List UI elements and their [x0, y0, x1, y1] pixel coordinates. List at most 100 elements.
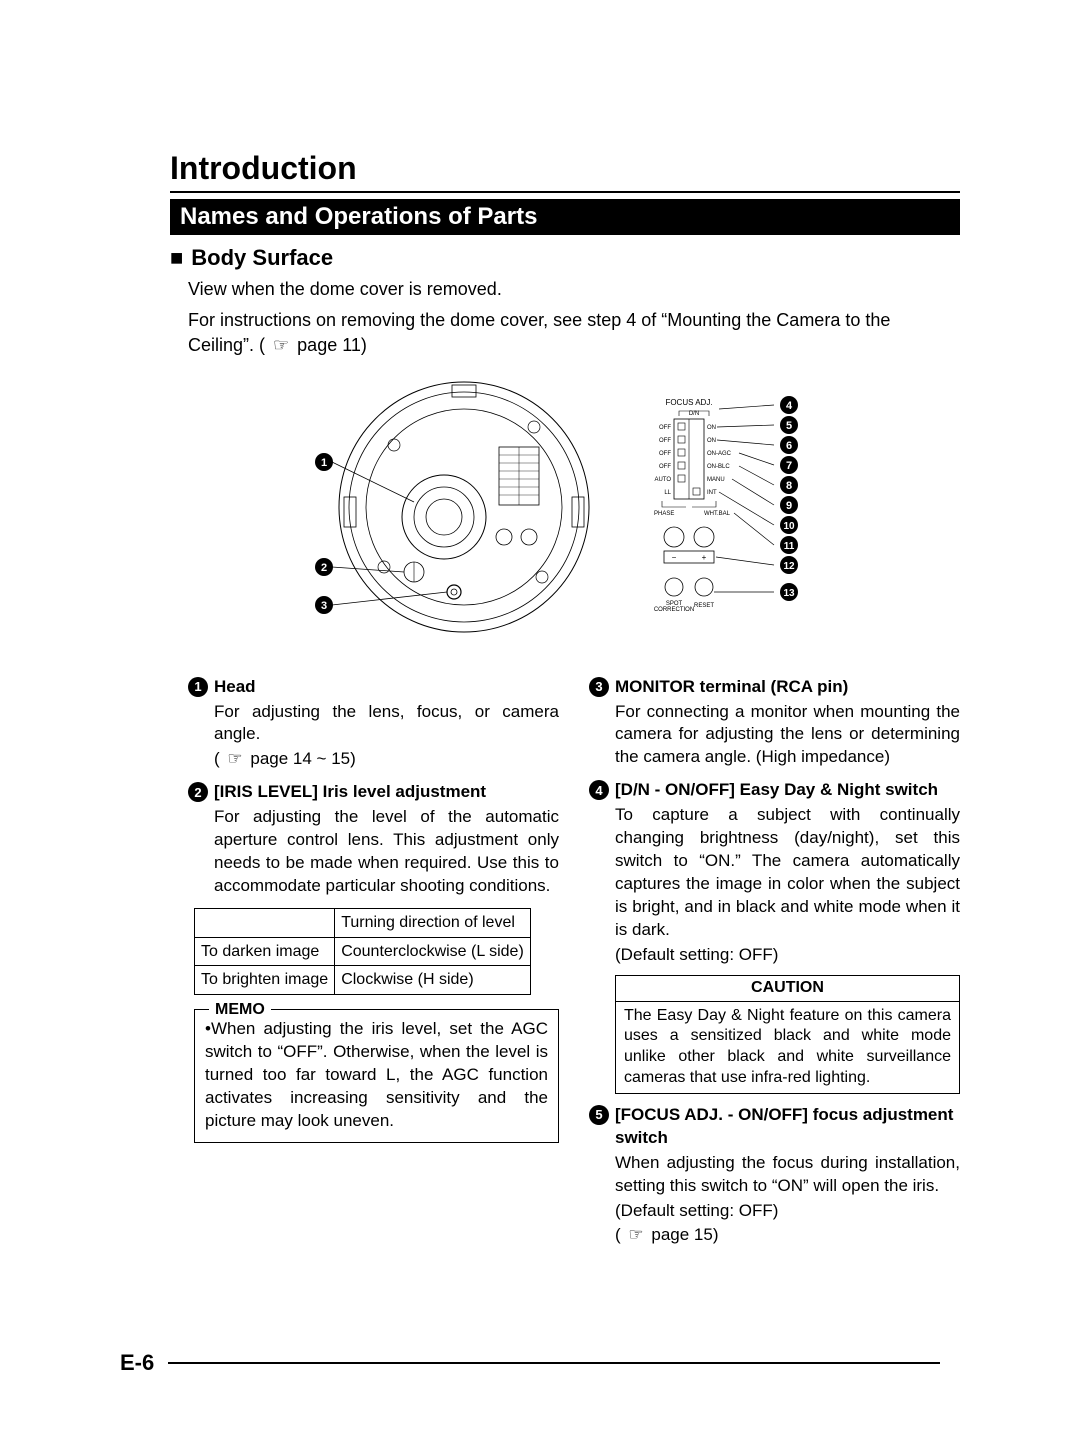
callout-10: 10 [780, 516, 798, 534]
item-2-title: [IRIS LEVEL] Iris level adjustment [214, 781, 486, 804]
table-row: To darken image Counterclockwise (L side… [195, 937, 531, 966]
badge-1: 1 [188, 677, 208, 697]
page-number: E-6 [120, 1350, 154, 1376]
badge-5: 5 [589, 1105, 609, 1125]
badge-4: 4 [589, 780, 609, 800]
left-column: 1 Head For adjusting the lens, focus, or… [188, 666, 559, 1248]
item-5-title: [FOCUS ADJ. - ON/OFF] focus adjustment s… [615, 1104, 960, 1150]
svg-text:4: 4 [786, 400, 793, 412]
badge-3: 3 [589, 677, 609, 697]
item-4-head: 4 [D/N - ON/OFF] Easy Day & Night switch [589, 779, 960, 802]
item-1-ref-text: page 14 ~ 15) [246, 749, 356, 768]
svg-text:OFF: OFF [659, 451, 671, 457]
td: Clockwise (H side) [335, 966, 531, 995]
table-row: Turning direction of level [195, 909, 531, 938]
svg-text:9: 9 [786, 500, 792, 512]
svg-text:ON-AGC: ON-AGC [707, 451, 732, 457]
item-1-head: 1 Head [188, 676, 559, 699]
callout-3: 3 [315, 596, 333, 614]
item-4-title: [D/N - ON/OFF] Easy Day & Night switch [615, 779, 938, 802]
svg-text:7: 7 [786, 460, 792, 472]
item-1-title: Head [214, 676, 256, 699]
callout-7: 7 [780, 456, 798, 474]
item-2-body: For adjusting the level of the automatic… [214, 806, 559, 898]
svg-text:OFF: OFF [659, 438, 671, 444]
svg-text:+: + [702, 553, 707, 562]
iris-level-table: Turning direction of level To darken ima… [194, 908, 531, 995]
memo-text: When adjusting the iris level, set the A… [205, 1018, 548, 1133]
callout-9: 9 [780, 496, 798, 514]
svg-text:AUTO: AUTO [654, 477, 671, 483]
subsection-title: Body Surface [170, 245, 960, 271]
svg-text:8: 8 [786, 480, 792, 492]
callout-2: 2 [315, 558, 333, 576]
chapter-title: Introduction [170, 150, 960, 193]
footer-rule [168, 1362, 940, 1364]
svg-text:ON-BLC: ON-BLC [707, 464, 730, 470]
svg-text:OFF: OFF [659, 425, 671, 431]
caution-box: CAUTION The Easy Day & Night feature on … [615, 975, 960, 1094]
item-5-ref: ( page 15) [615, 1224, 960, 1247]
item-4-body: To capture a subject with continually ch… [615, 804, 960, 942]
th-1 [195, 909, 335, 938]
svg-text:CORRECTION: CORRECTION [654, 607, 694, 613]
page-ref-icon [625, 1225, 646, 1244]
item-3-head: 3 MONITOR terminal (RCA pin) [589, 676, 960, 699]
callout-1: 1 [315, 453, 333, 471]
callout-5: 5 [780, 416, 798, 434]
item-3-body: For connecting a monitor when mounting t… [615, 701, 960, 770]
intro-line-1: View when the dome cover is removed. [188, 277, 960, 302]
svg-text:WHT.BAL: WHT.BAL [704, 511, 731, 517]
svg-text:RESET: RESET [694, 603, 714, 609]
caution-title: CAUTION [616, 976, 959, 1002]
svg-text:6: 6 [786, 440, 792, 452]
svg-text:12: 12 [783, 561, 795, 572]
callout-12: 12 [780, 556, 798, 574]
table-row: To brighten image Clockwise (H side) [195, 966, 531, 995]
svg-text:PHASE: PHASE [654, 511, 674, 517]
callout-11: 11 [780, 536, 798, 554]
panel-sub: D/N [689, 411, 699, 417]
svg-text:ON: ON [707, 425, 716, 431]
svg-text:11: 11 [784, 541, 795, 552]
item-3-title: MONITOR terminal (RCA pin) [615, 676, 848, 699]
item-5-head: 5 [FOCUS ADJ. - ON/OFF] focus adjustment… [589, 1104, 960, 1150]
callout-8: 8 [780, 476, 798, 494]
page-footer: E-6 [120, 1350, 940, 1376]
svg-text:LL: LL [664, 490, 671, 496]
svg-text:13: 13 [783, 588, 795, 599]
page-ref-icon [270, 335, 292, 355]
panel-title: FOCUS ADJ. [665, 398, 712, 407]
td: To brighten image [195, 966, 335, 995]
svg-text:5: 5 [786, 420, 792, 432]
right-column: 3 MONITOR terminal (RCA pin) For connect… [589, 666, 960, 1248]
caution-body: The Easy Day & Night feature on this cam… [616, 1002, 959, 1093]
item-5-ref-text: page 15) [647, 1225, 719, 1244]
svg-text:3: 3 [321, 600, 327, 612]
item-1-ref: ( page 14 ~ 15) [214, 748, 559, 771]
page-ref-icon [224, 749, 245, 768]
body-surface-diagram: 1 2 3 FOCUS ADJ. D/N OFF ON OFF ON OFF ON-A… [188, 367, 960, 652]
svg-text:MANU: MANU [707, 477, 725, 483]
intro-line-2: For instructions on removing the dome co… [188, 308, 960, 358]
badge-2: 2 [188, 782, 208, 802]
item-4-default: (Default setting: OFF) [615, 944, 960, 967]
memo-box: MEMO When adjusting the iris level, set … [194, 1009, 559, 1144]
svg-text:INT: INT [707, 490, 717, 496]
td: Counterclockwise (L side) [335, 937, 531, 966]
callout-4: 4 [780, 396, 798, 414]
svg-text:ON: ON [707, 438, 716, 444]
th-2: Turning direction of level [335, 909, 531, 938]
item-1-body: For adjusting the lens, focus, or camera… [214, 701, 559, 747]
svg-text:2: 2 [321, 562, 327, 574]
callout-13: 13 [780, 583, 798, 601]
section-heading: Names and Operations of Parts [170, 199, 960, 235]
item-5-default: (Default setting: OFF) [615, 1200, 960, 1223]
memo-title: MEMO [209, 999, 271, 1021]
callout-6: 6 [780, 436, 798, 454]
svg-text:10: 10 [783, 521, 795, 532]
svg-text:OFF: OFF [659, 464, 671, 470]
item-5-body: When adjusting the focus during installa… [615, 1152, 960, 1198]
svg-text:−: − [672, 553, 677, 562]
svg-text:1: 1 [321, 457, 327, 469]
